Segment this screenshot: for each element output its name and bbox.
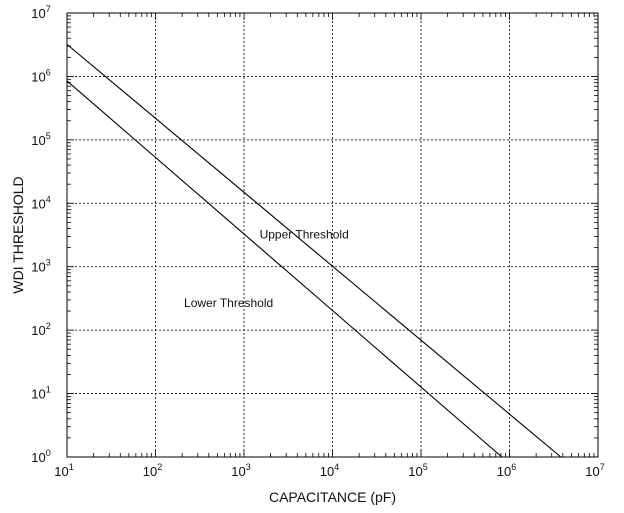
- y-tick-label: 100: [31, 448, 50, 465]
- y-tick-label: 103: [31, 258, 50, 275]
- x-tick-label: 102: [143, 462, 162, 479]
- x-axis-title: CAPACITANCE (pF): [269, 489, 396, 505]
- y-tick-label: 105: [31, 131, 50, 148]
- y-axis-tick-labels: 100 101 102 103 104 105 106 107: [31, 4, 50, 465]
- y-tick-label: 104: [31, 194, 50, 211]
- y-tick-label: 107: [31, 4, 50, 21]
- x-tick-label: 104: [320, 462, 339, 479]
- x-tick-label: 106: [497, 462, 516, 479]
- x-tick-label: 103: [231, 462, 250, 479]
- series-line: [67, 44, 561, 457]
- series-lines: [67, 44, 561, 457]
- series-line: [67, 81, 502, 457]
- y-axis-title: WDI THRESHOLD: [10, 176, 26, 293]
- x-tick-label: 101: [54, 462, 73, 479]
- y-tick-label: 106: [31, 67, 50, 84]
- series-labels: Upper Threshold Lower Threshold: [184, 227, 349, 310]
- x-tick-label: 107: [585, 462, 604, 479]
- y-tick-label: 101: [31, 385, 50, 402]
- y-tick-label: 102: [31, 321, 50, 338]
- series-label: Upper Threshold: [260, 227, 349, 241]
- series-label: Lower Threshold: [184, 296, 273, 310]
- x-axis-tick-labels: 101 102 103 104 105 106 107: [54, 462, 604, 479]
- x-tick-label: 105: [408, 462, 427, 479]
